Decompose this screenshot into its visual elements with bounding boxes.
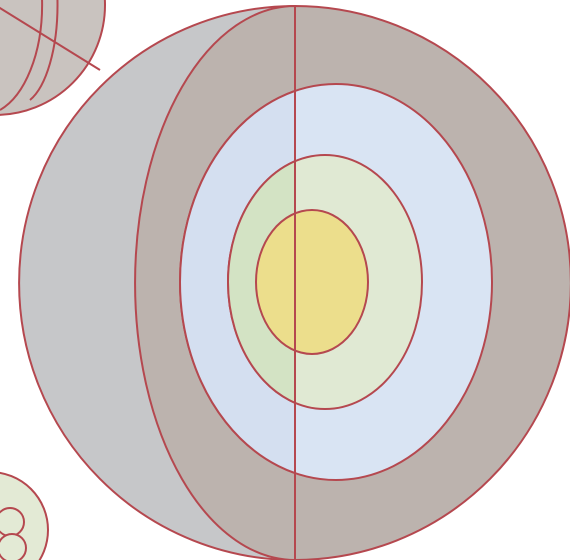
corner-globe-bottom — [0, 471, 49, 560]
main-globe — [18, 4, 570, 560]
corner-globe-top — [0, 0, 106, 116]
inner-core — [255, 209, 369, 355]
